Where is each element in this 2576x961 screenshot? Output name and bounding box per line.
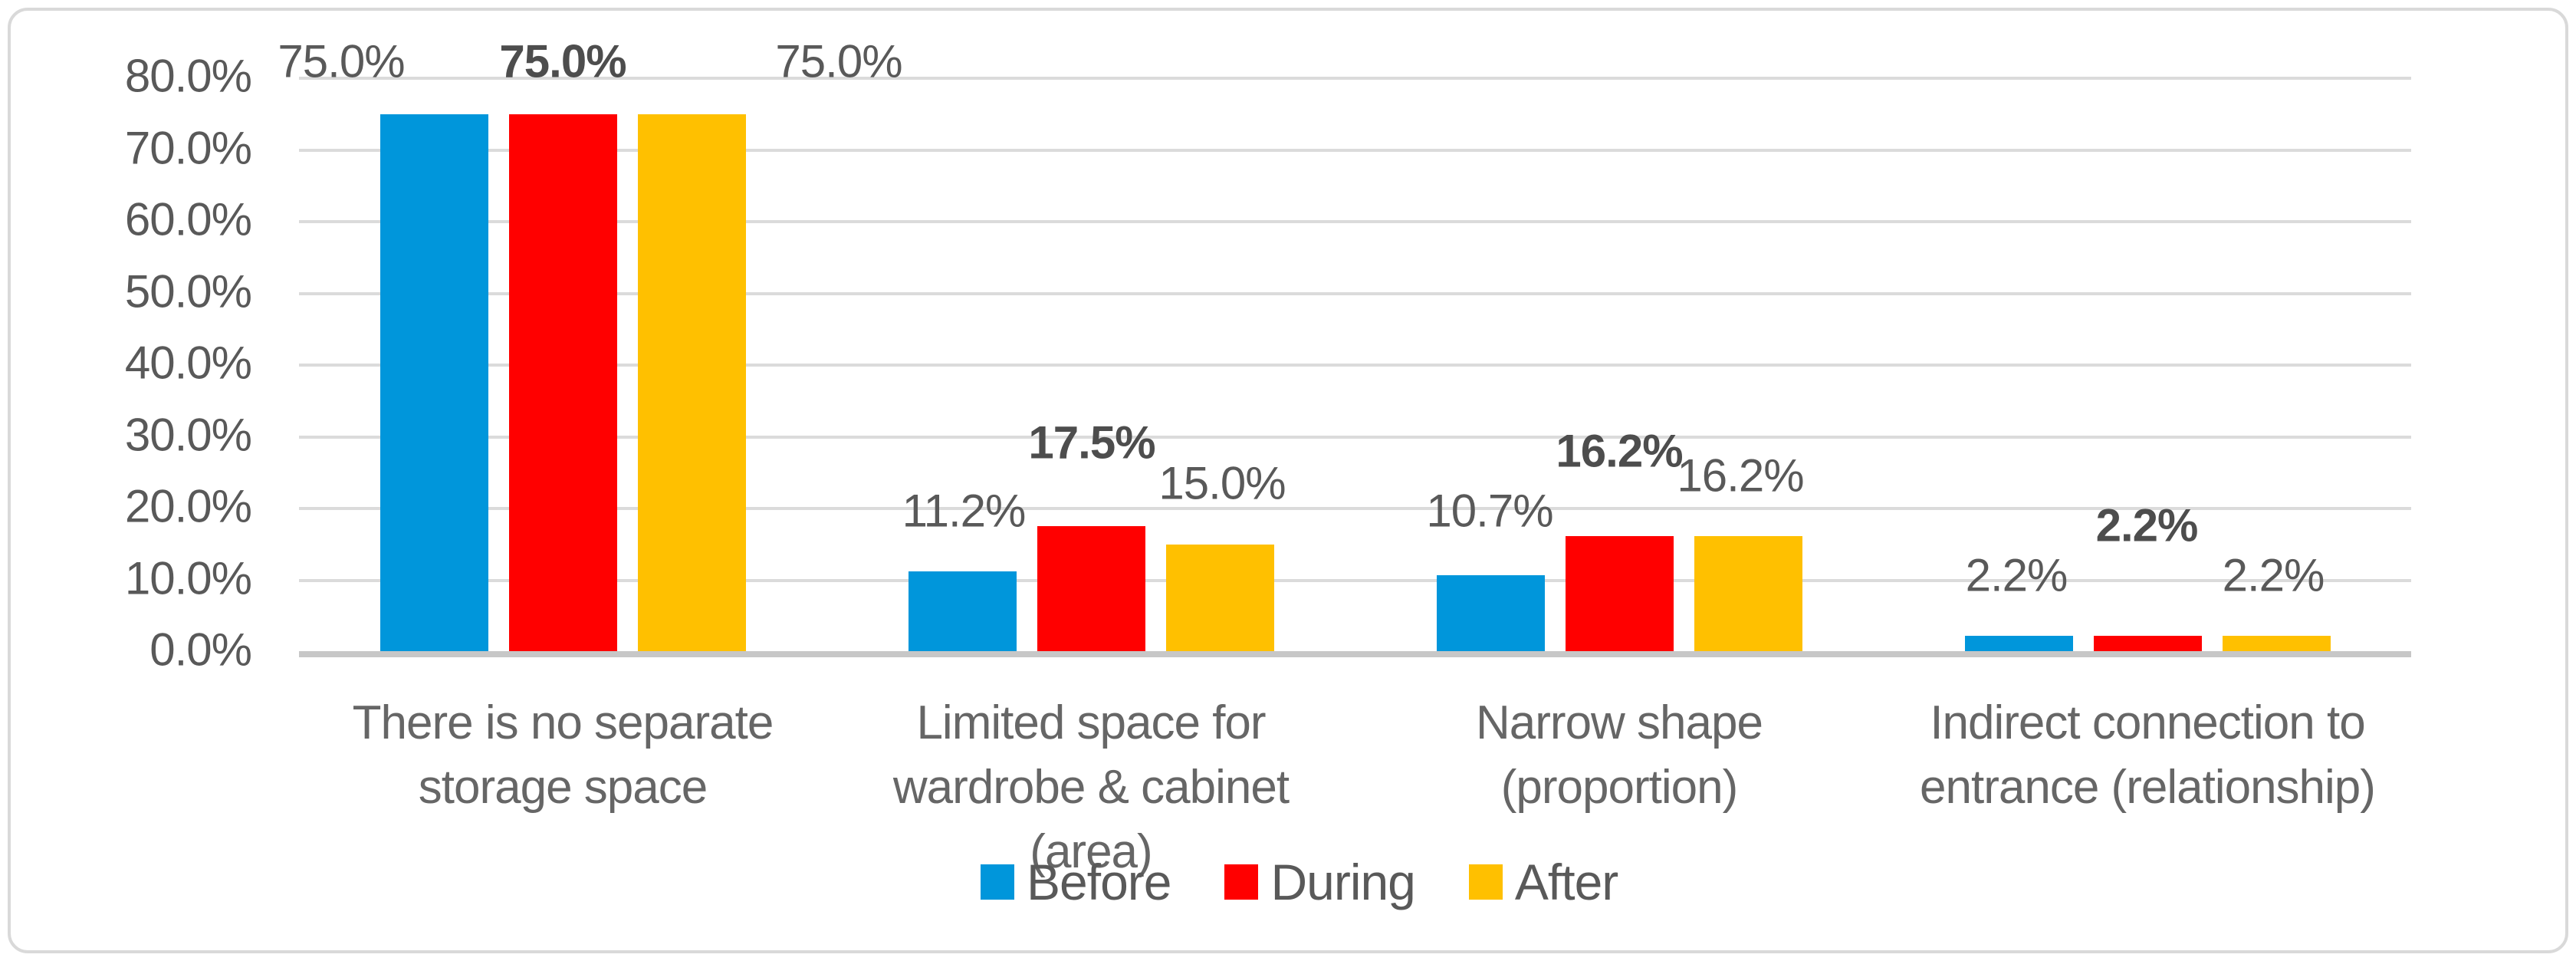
data-label-after-cat1: 75.0%	[775, 35, 902, 87]
gridline	[299, 578, 2411, 582]
gridline	[299, 435, 2411, 439]
x-axis-line	[299, 651, 2411, 657]
gridline	[299, 220, 2411, 223]
category-label-line: Limited space for	[916, 696, 1266, 749]
legend-swatch-during	[1224, 864, 1259, 900]
y-axis-tick-label: 10.0%	[124, 552, 252, 604]
bar-after-cat2	[1165, 544, 1274, 652]
gridline	[299, 507, 2411, 510]
data-label-during-cat2: 17.5%	[1028, 416, 1155, 469]
category-label-wardrobe: Limited space for wardrobe & cabinet (ar…	[823, 691, 1359, 884]
bar-during-cat2	[1037, 526, 1145, 652]
bar-before-cat2	[908, 571, 1017, 652]
category-label-line: storage space	[418, 761, 708, 814]
y-axis-tick-label: 40.0%	[124, 337, 252, 389]
bar-during-cat3	[1565, 535, 1674, 652]
category-label-narrow-shape: Narrow shape (proportion)	[1351, 691, 1888, 820]
y-axis-tick-label: 70.0%	[124, 122, 252, 174]
y-axis-tick-label: 30.0%	[124, 409, 252, 461]
category-label-line: entrance (relationship)	[1920, 761, 2376, 814]
gridline	[299, 148, 2411, 152]
bar-before-cat1	[380, 114, 488, 652]
category-label-line: (proportion)	[1500, 761, 1738, 814]
legend-item-after: After	[1468, 853, 1618, 911]
data-label-before-cat3: 10.7%	[1426, 485, 1553, 537]
data-label-before-cat1: 75.0%	[278, 35, 405, 87]
data-label-after-cat4: 2.2%	[2222, 549, 2325, 601]
y-axis-tick-label: 80.0%	[124, 50, 252, 102]
bar-after-cat4	[2222, 636, 2331, 652]
category-label-line: Narrow shape	[1476, 696, 1763, 749]
category-label-line: There is no separate	[352, 696, 774, 749]
data-label-before-cat4: 2.2%	[1965, 549, 2068, 601]
bar-after-cat1	[637, 114, 746, 652]
data-label-after-cat2: 15.0%	[1158, 457, 1286, 509]
legend-swatch-before	[981, 864, 1014, 900]
gridline	[299, 364, 2411, 367]
data-label-during-cat4: 2.2%	[2095, 499, 2199, 551]
legend-item-before: Before	[981, 853, 1171, 911]
category-label-line: (area)	[1030, 825, 1152, 878]
bar-during-cat4	[2093, 636, 2202, 652]
legend-label: During	[1270, 854, 1415, 910]
legend-item-during: During	[1224, 853, 1416, 911]
bar-before-cat3	[1436, 574, 1545, 652]
y-axis-tick-label: 50.0%	[124, 265, 252, 318]
legend-label: After	[1514, 854, 1618, 910]
category-label-line: Indirect connection to	[1930, 696, 2365, 749]
y-axis-tick-label: 0.0%	[150, 624, 252, 676]
y-axis-tick-label: 20.0%	[124, 480, 252, 532]
data-label-during-cat3: 16.2%	[1556, 425, 1683, 477]
legend: Before During After	[981, 854, 1618, 910]
y-axis-tick-label: 60.0%	[124, 193, 252, 245]
category-label-entrance: Indirect connection to entrance (relatio…	[1879, 691, 2416, 820]
gridline	[299, 77, 2411, 80]
category-label-line: wardrobe & cabinet	[892, 761, 1290, 814]
category-label-storage: There is no separate storage space	[294, 691, 831, 820]
data-label-during-cat1: 75.0%	[499, 35, 626, 87]
data-label-before-cat2: 11.2%	[902, 485, 1027, 537]
gridline	[299, 291, 2411, 295]
bar-during-cat1	[508, 114, 617, 652]
data-label-after-cat3: 16.2%	[1677, 449, 1804, 502]
bar-after-cat3	[1694, 535, 1802, 652]
legend-swatch-after	[1468, 864, 1503, 900]
bar-before-cat4	[1964, 636, 2073, 652]
legend-label: Before	[1027, 854, 1171, 910]
